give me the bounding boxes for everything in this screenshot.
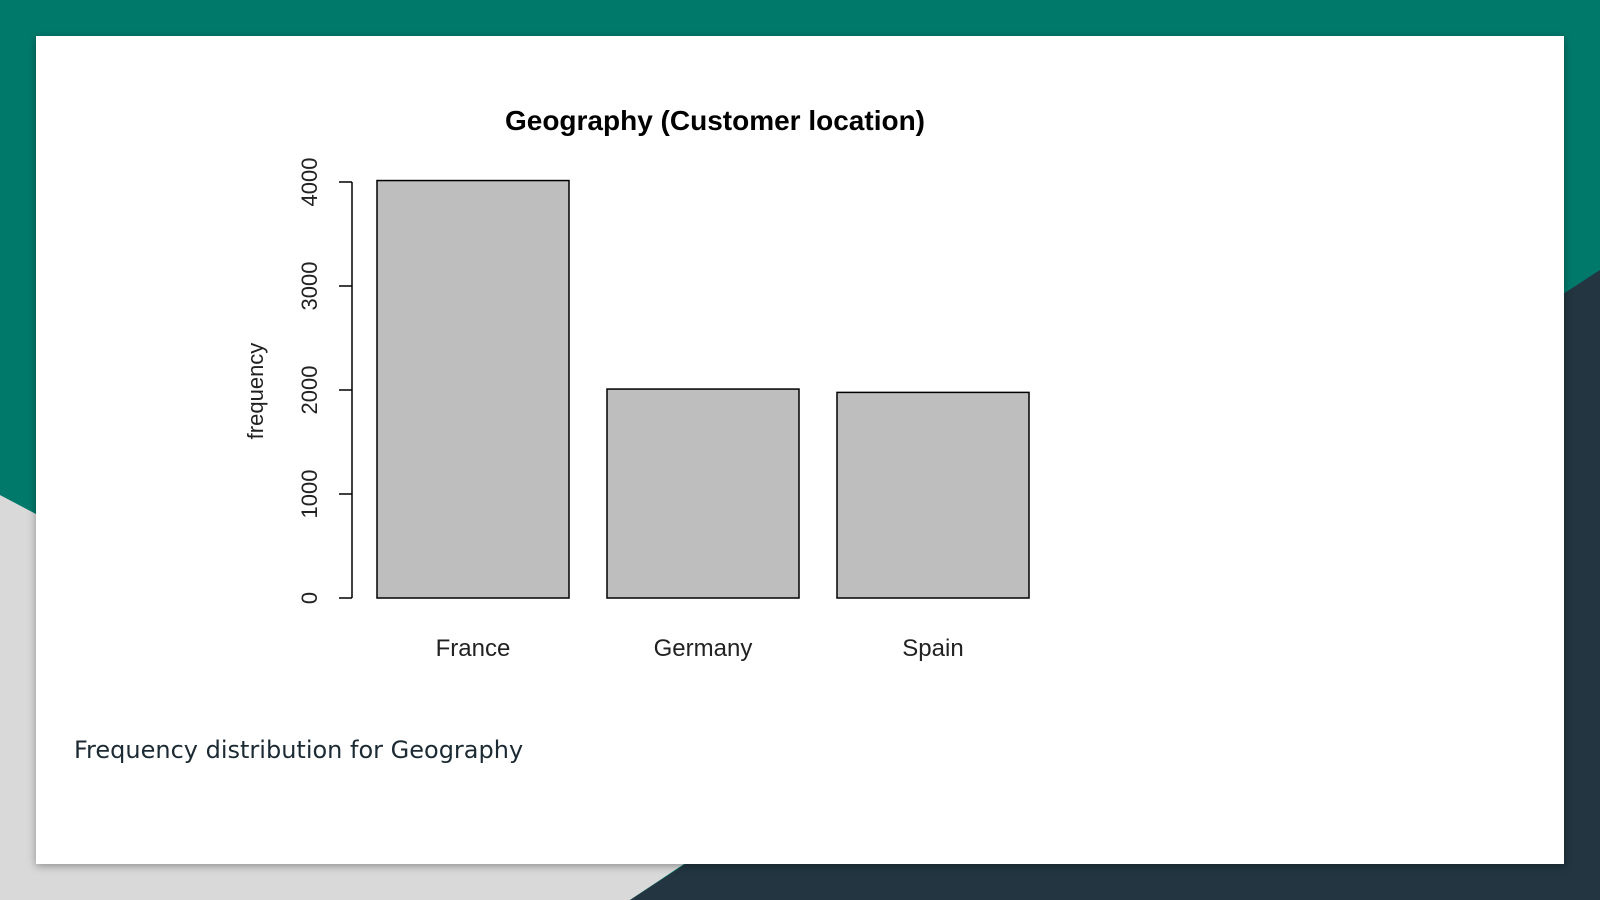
y-axis-label: frequency (243, 343, 268, 440)
y-tick-label: 0 (297, 592, 322, 604)
y-axis: 0 1000 2000 3000 4000 (297, 158, 353, 604)
y-tick-label: 1000 (297, 470, 322, 519)
bar-spain (836, 391, 1030, 599)
x-tick-label: France (436, 635, 511, 662)
y-tick-label: 2000 (297, 366, 322, 415)
y-tick-label: 4000 (297, 158, 322, 207)
x-tick-label: Germany (654, 635, 753, 662)
bars (376, 179, 1030, 599)
slide-card: Geography (Customer location) frequency … (36, 36, 1564, 864)
chart-title: Geography (Customer location) (505, 105, 925, 136)
y-tick-label: 3000 (297, 262, 322, 311)
bar-france (376, 179, 570, 599)
bar-germany (606, 388, 800, 599)
x-tick-label: Spain (902, 635, 963, 662)
slide-caption: Frequency distribution for Geography (74, 736, 524, 764)
x-axis-labels: France Germany Spain (436, 635, 964, 662)
bar-chart: Geography (Customer location) frequency … (243, 105, 1030, 662)
